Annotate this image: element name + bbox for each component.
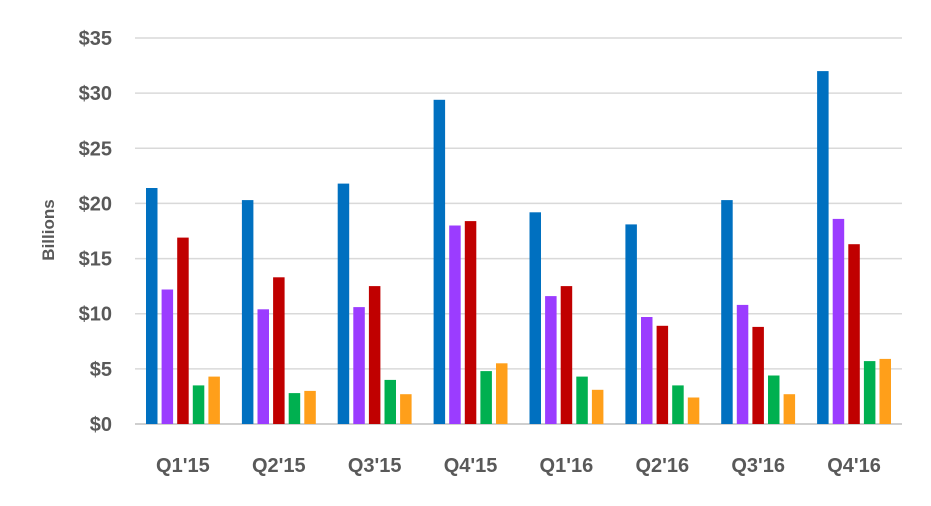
y-tick-label: $25 [79,138,112,160]
bar [545,296,557,424]
bar [433,99,446,425]
x-tick-label: Q4'15 [444,455,498,477]
bar [591,389,604,424]
y-tick-label: $15 [79,249,112,271]
bar [337,183,350,424]
bar [288,393,301,424]
bar [863,361,876,424]
bar [768,375,780,424]
bar [752,326,764,424]
y-axis-title: Billions [39,199,58,260]
bar [464,221,477,424]
y-tick-label: $35 [79,28,112,50]
bar [529,212,541,424]
bars [146,71,891,425]
bar [449,225,461,424]
bar [832,218,845,424]
bar [368,286,381,424]
bar [384,379,396,424]
bar [848,244,860,424]
y-tick-label: $10 [79,304,112,326]
bar [641,317,653,424]
bar [576,376,588,424]
x-tick-label: Q2'15 [252,455,306,477]
bar [353,307,365,424]
bar [879,358,891,424]
bar [656,325,669,424]
x-axis-ticks: Q1'15 Q2'15 Q3'15 Q4'15 Q1'16 Q2'16 Q3'16 Q4'16 [156,455,881,477]
x-tick-label: Q2'16 [635,455,689,477]
bar [672,385,684,424]
bar [480,371,492,424]
bar [496,363,508,424]
bar [257,309,269,424]
bar [721,200,733,424]
x-tick-label: Q1'15 [156,455,210,477]
x-tick-label: Q3'15 [348,455,402,477]
bar [304,390,316,424]
y-tick-label: $30 [79,83,112,105]
bar [208,376,220,424]
bar [817,71,829,424]
bar [177,237,189,424]
y-axis-ticks: $0 $5 $10 $15 $20 $25 $30 $35 [79,28,112,436]
x-tick-label: Q3'16 [731,455,785,477]
bar [560,286,573,424]
bar [241,200,254,424]
bar [146,188,158,424]
bar [625,224,637,424]
bar [273,277,285,424]
bar [161,289,174,424]
bar [400,394,412,424]
bar [192,385,205,424]
bar [783,394,796,424]
bar [736,304,749,424]
y-tick-label: $5 [90,359,112,381]
y-tick-label: $20 [79,193,112,215]
y-tick-label: $0 [90,414,112,436]
x-tick-label: Q4'16 [827,455,881,477]
x-tick-label: Q1'16 [540,455,594,477]
bar [687,397,700,424]
